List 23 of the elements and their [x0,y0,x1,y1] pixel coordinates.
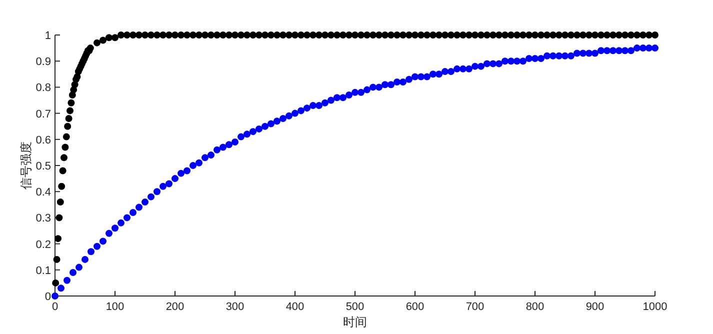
x-tick-label: 500 [346,301,364,313]
y-tick-label: 0.7 [36,108,51,120]
y-tick-label: 1 [44,30,51,42]
x-tick-label: 800 [526,301,544,313]
y-tick-label: 0.3 [36,212,51,225]
y-tick-label: 0.9 [36,56,51,68]
x-tick-label: 300 [226,301,244,313]
y-axis-title: 信号强度 [19,142,33,190]
y-tick-label: 0.1 [36,264,51,277]
x-tick-label: 400 [286,301,304,313]
x-tick-label: 600 [406,301,424,313]
y-tick-label: 0.4 [36,186,51,199]
y-tick-label: 0.6 [36,134,51,146]
y-tick-label: 0.8 [36,82,51,94]
x-tick-label: 1000 [642,301,668,313]
y-tick-label: 0.5 [36,160,51,172]
y-tick-label: 0 [44,291,51,303]
y-tick-label: 0.2 [36,238,51,251]
x-tick-label: 700 [466,301,484,313]
x-tick-label: 100 [106,301,124,313]
x-tick-label: 900 [586,301,604,313]
x-axis-title: 时间 [343,315,367,329]
x-tick-label: 200 [166,301,184,313]
